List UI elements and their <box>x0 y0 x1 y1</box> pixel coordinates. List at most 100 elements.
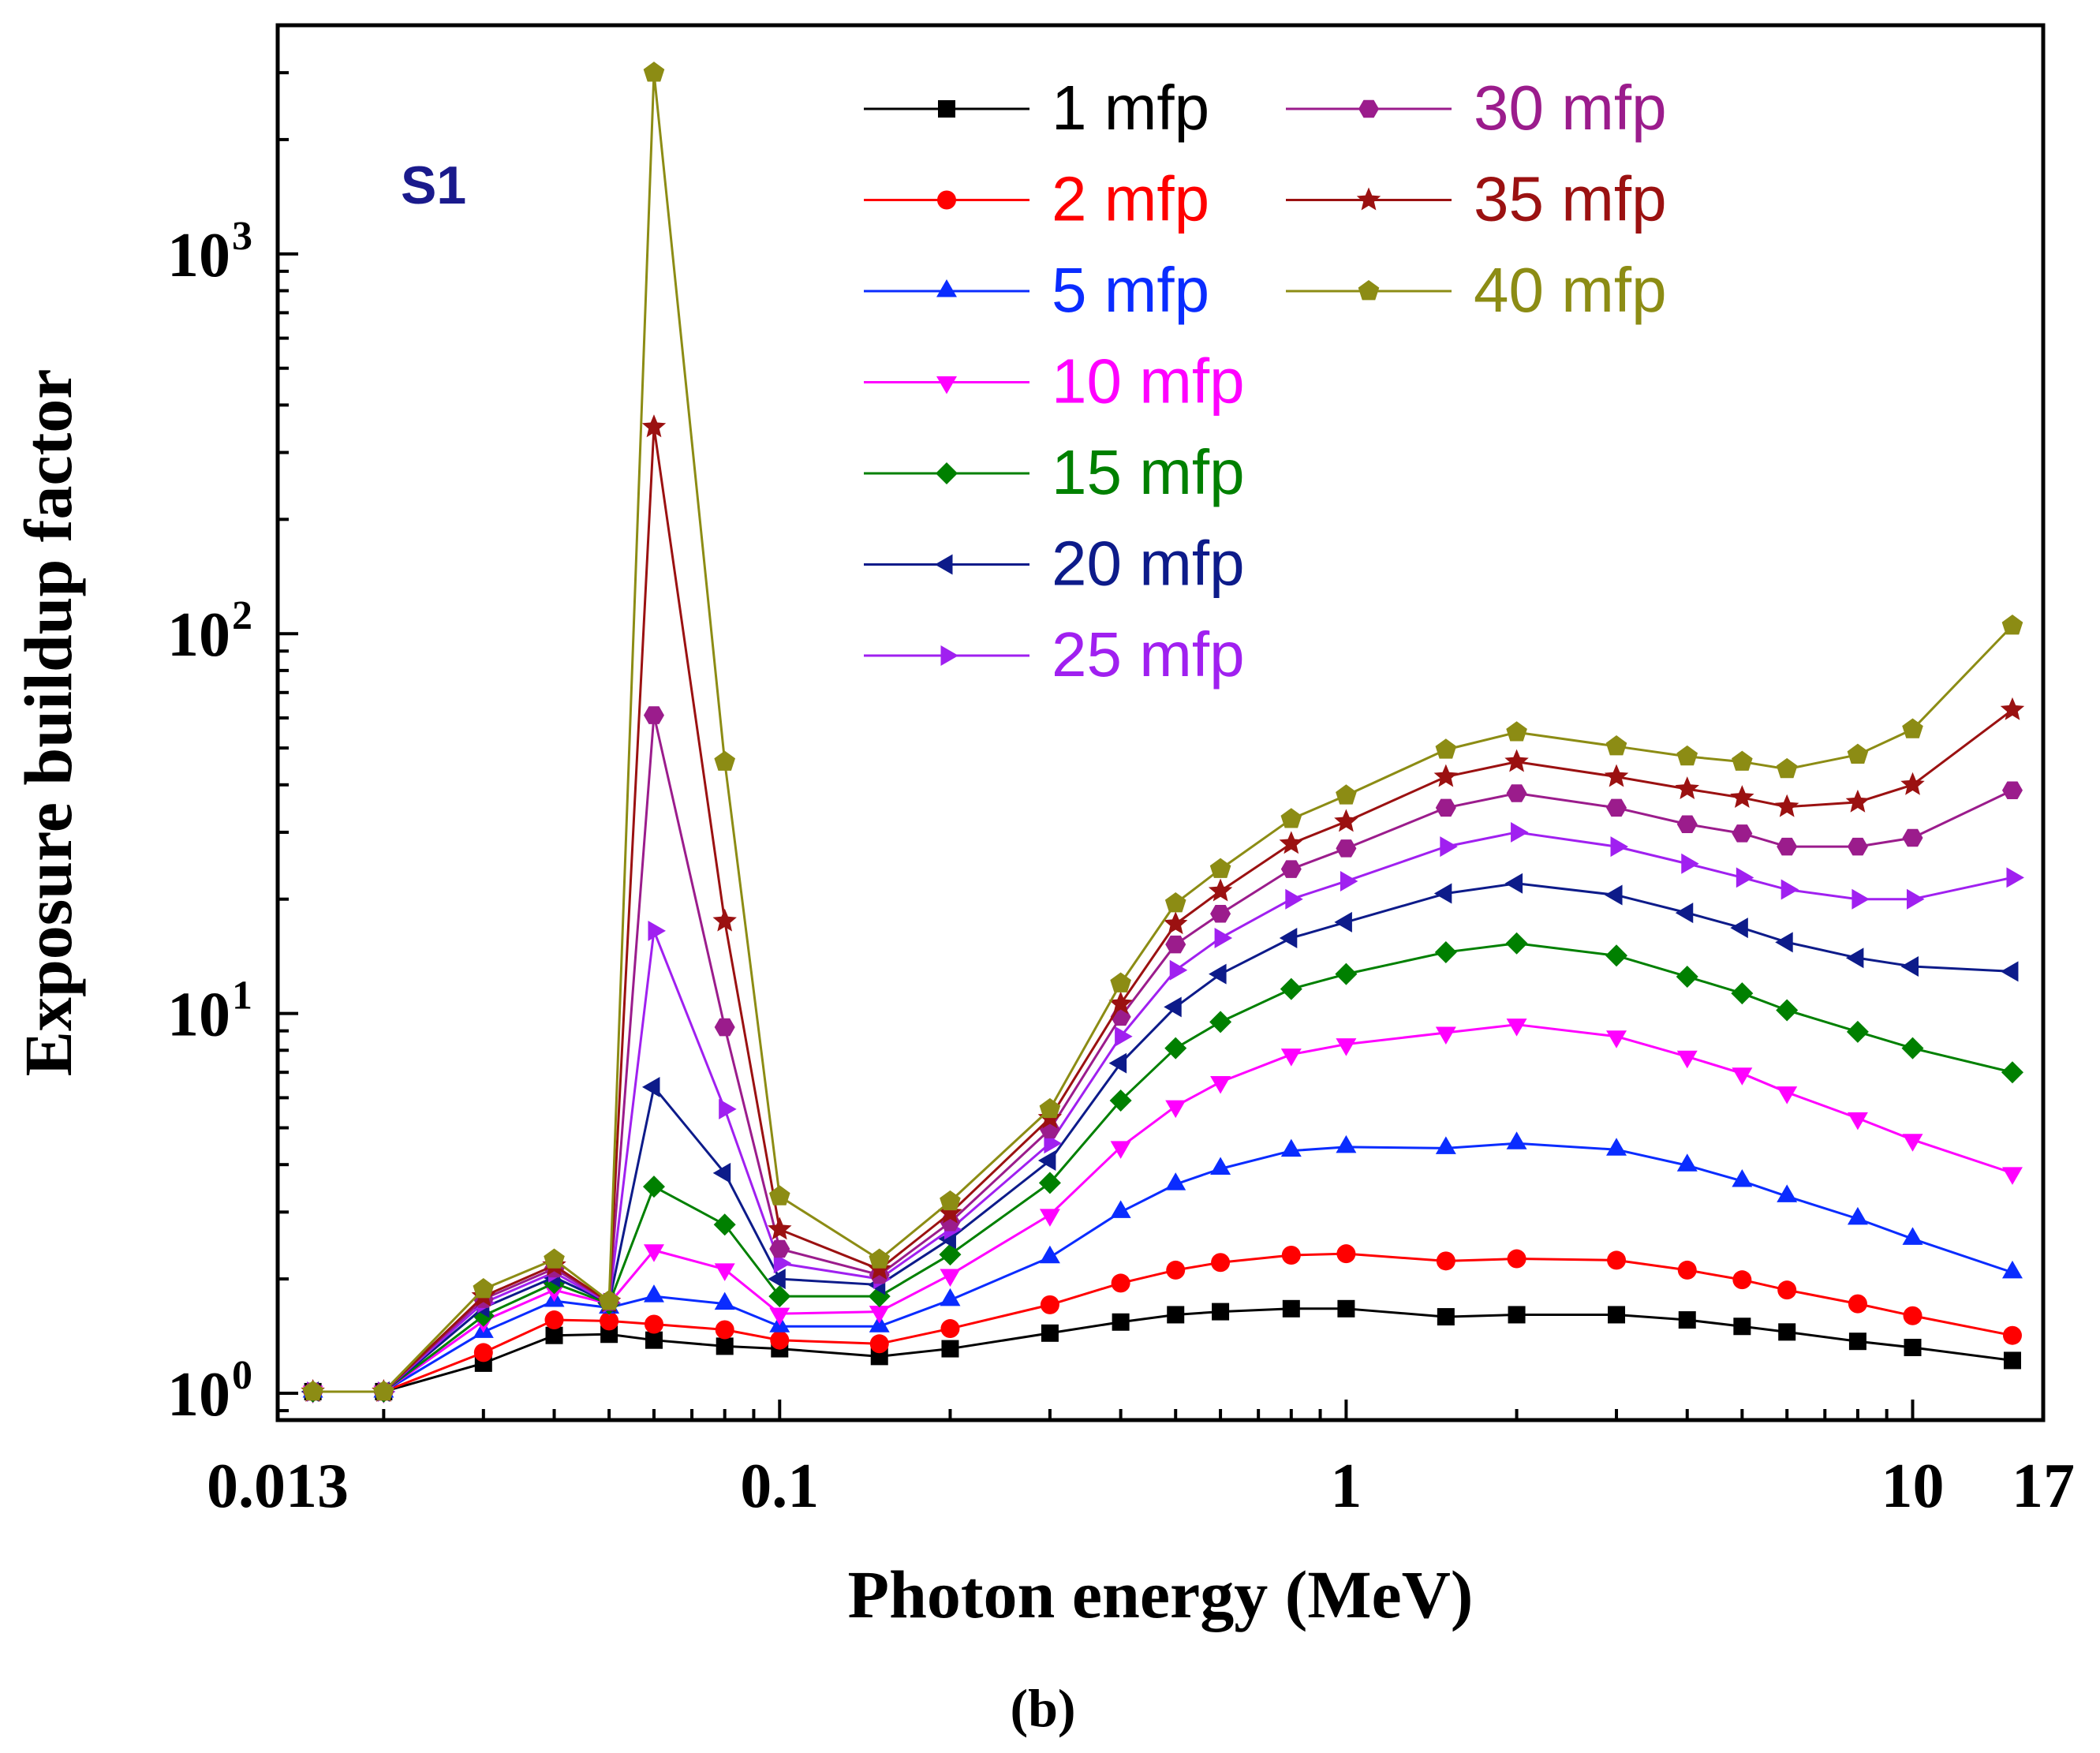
y-tick-label: 10 <box>167 600 230 670</box>
data-point <box>1777 1184 1798 1202</box>
y-tick-label: 10 <box>167 221 230 290</box>
data-point <box>1504 749 1529 772</box>
data-point <box>1733 1318 1751 1336</box>
data-point <box>598 1290 620 1310</box>
legend-label: 2 mfp <box>1052 164 1209 234</box>
data-point <box>641 414 667 438</box>
data-point <box>768 1285 791 1308</box>
data-point <box>1039 1245 1060 1264</box>
x-tick-label: 0.1 <box>740 1452 819 1521</box>
data-point <box>1279 928 1298 948</box>
data-point <box>1165 1100 1186 1119</box>
data-point <box>714 1263 735 1281</box>
data-point <box>1606 798 1627 817</box>
data-point <box>1676 1050 1698 1069</box>
data-point <box>940 1288 961 1306</box>
data-point <box>1110 1141 1131 1159</box>
data-point <box>1164 996 1182 1018</box>
data-point <box>938 1200 962 1224</box>
data-point <box>1110 1200 1131 1218</box>
data-point <box>1436 1251 1455 1271</box>
data-point <box>1848 1294 1867 1314</box>
data-point <box>1038 1172 1061 1194</box>
legend-item: 35 mfp <box>1286 164 1667 234</box>
data-point <box>1281 1245 1301 1265</box>
y-tick-exponent: 0 <box>232 1353 252 1398</box>
data-point <box>1037 1150 1056 1172</box>
data-point <box>1040 1295 1059 1314</box>
data-point <box>1108 991 1133 1015</box>
data-point <box>1730 918 1748 939</box>
data-point <box>1847 743 1869 764</box>
data-point <box>1437 1308 1455 1326</box>
x-tick-label: 1 <box>1330 1452 1362 1521</box>
data-point <box>1334 809 1358 832</box>
data-point <box>1108 1052 1127 1074</box>
data-point <box>1335 962 1358 985</box>
data-point <box>1732 1067 1753 1086</box>
data-point <box>1039 1097 1061 1119</box>
data-point <box>1336 1244 1356 1264</box>
data-point <box>1776 999 1799 1022</box>
data-point <box>1605 735 1627 756</box>
data-point <box>1676 815 1698 833</box>
data-point <box>1777 1280 1797 1300</box>
data-point <box>643 62 665 82</box>
data-point <box>1608 1306 1626 1324</box>
data-point <box>769 1307 790 1326</box>
y-tick-label: 10 <box>167 981 230 1050</box>
data-point <box>1847 1206 1868 1225</box>
data-point <box>1210 905 1231 923</box>
data-point <box>714 1291 735 1310</box>
data-point <box>373 1380 394 1401</box>
data-point <box>1902 1134 1923 1152</box>
legend-marker <box>1358 280 1380 301</box>
data-point <box>1336 1134 1357 1153</box>
data-point <box>641 1076 660 1097</box>
legend-label: 25 mfp <box>1052 619 1245 690</box>
data-point <box>600 1311 619 1331</box>
data-point <box>1676 745 1698 766</box>
legend-marker <box>937 190 956 210</box>
data-point <box>1902 1227 1923 1245</box>
data-point <box>2003 1351 2021 1370</box>
data-point <box>1605 944 1628 967</box>
x-tick-label: 17 <box>2012 1452 2075 1521</box>
data-point <box>1506 1019 1527 1037</box>
data-point <box>1435 1136 1456 1154</box>
legend-label: 40 mfp <box>1474 255 1667 325</box>
data-point <box>2001 615 2023 635</box>
data-point <box>1852 888 1870 910</box>
data-point <box>1902 718 1923 738</box>
legend-item: 1 mfp <box>864 73 1209 143</box>
data-point <box>1169 959 1188 981</box>
data-point <box>1279 831 1304 854</box>
data-point <box>1039 1209 1060 1227</box>
data-point <box>544 1248 565 1269</box>
data-point <box>1678 1311 1696 1329</box>
data-point <box>712 1162 731 1183</box>
data-point <box>1736 867 1754 888</box>
data-point <box>1435 798 1456 817</box>
data-point <box>1210 1157 1231 1175</box>
data-point <box>1336 1038 1357 1056</box>
data-point <box>1904 1338 1922 1356</box>
legend-item: 25 mfp <box>864 619 1245 690</box>
data-point <box>1845 948 1864 969</box>
data-point <box>1210 1076 1231 1094</box>
data-point <box>1111 1273 1130 1293</box>
series-40-mfp <box>302 62 2023 1401</box>
data-point <box>1605 884 1623 906</box>
data-point <box>1340 870 1358 891</box>
legend-label: 10 mfp <box>1052 346 1245 417</box>
data-point <box>1732 750 1753 771</box>
data-point <box>1774 794 1799 817</box>
data-point <box>2000 961 2019 982</box>
data-point <box>1900 772 1925 795</box>
legend-item: 10 mfp <box>864 346 1245 417</box>
data-point <box>773 1253 792 1274</box>
data-point <box>1675 903 1694 924</box>
data-point <box>1041 1324 1059 1342</box>
data-point <box>645 1331 663 1349</box>
